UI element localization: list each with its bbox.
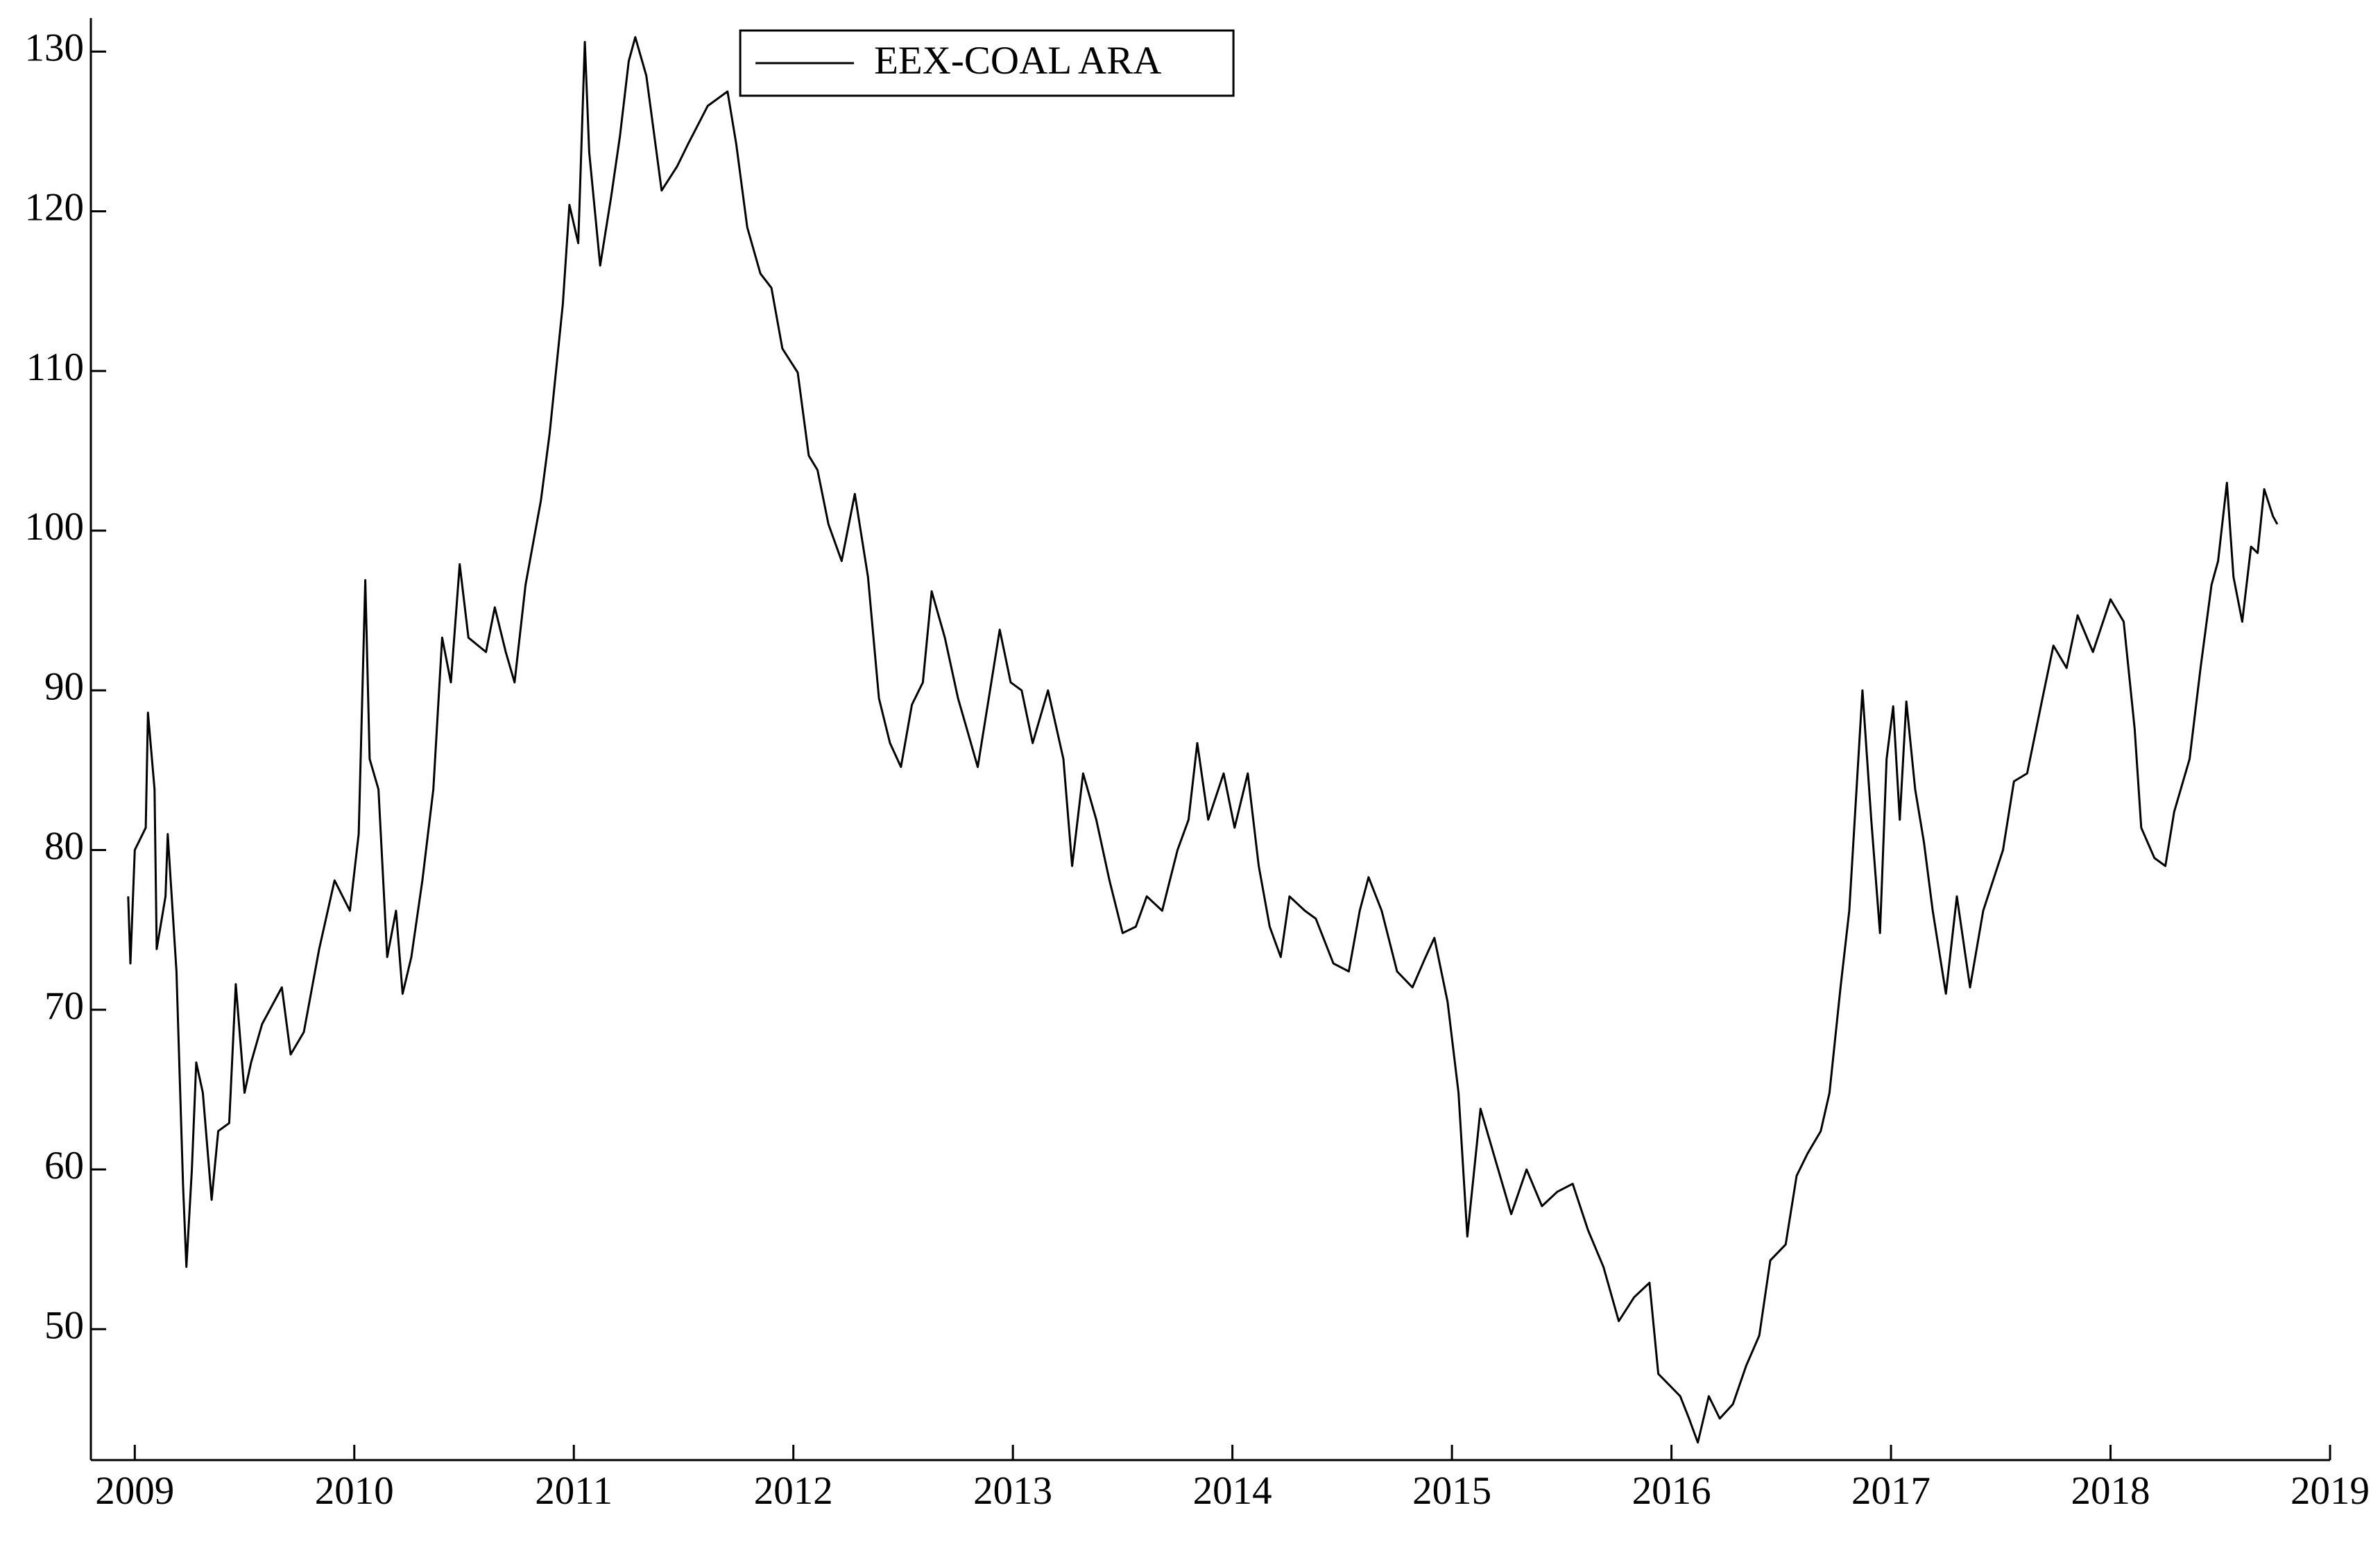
x-tick-label: 2016 [1632, 1469, 1711, 1513]
y-tick-label: 70 [44, 984, 84, 1028]
y-tick-label: 80 [44, 825, 84, 868]
y-tick-label: 60 [44, 1144, 84, 1187]
y-tick-label: 110 [26, 345, 84, 389]
x-tick-label: 2017 [1851, 1469, 1930, 1513]
y-tick-label: 120 [25, 186, 85, 230]
y-tick-label: 100 [25, 505, 85, 549]
x-tick-label: 2015 [1412, 1469, 1491, 1513]
y-tick-label: 130 [25, 26, 85, 69]
x-tick-label: 2014 [1193, 1469, 1272, 1513]
y-tick-label: 90 [44, 664, 84, 708]
x-tick-label: 2012 [754, 1469, 833, 1513]
x-tick-label: 2019 [2291, 1469, 2370, 1513]
x-tick-label: 2010 [315, 1469, 394, 1513]
x-tick-label: 2011 [535, 1469, 613, 1513]
legend-label: EEX-COAL ARA [874, 39, 1161, 83]
x-tick-label: 2009 [95, 1469, 174, 1513]
series-line [127, 36, 2279, 1444]
x-tick-label: 2013 [973, 1469, 1052, 1513]
y-tick-label: 50 [44, 1303, 84, 1347]
x-tick-label: 2018 [2071, 1469, 2150, 1513]
